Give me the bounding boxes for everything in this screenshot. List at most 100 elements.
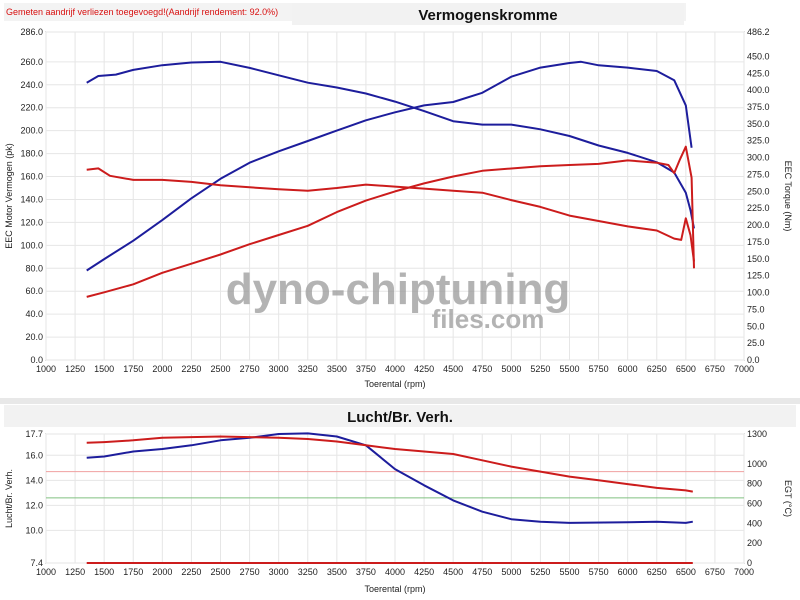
x-tick-label: 6000: [618, 364, 638, 374]
x-tick-label: 5750: [589, 364, 609, 374]
y2-tick-label: 175.0: [747, 237, 770, 247]
y2-tick-label: 200: [747, 538, 762, 548]
chart-vermogenskromme: Vermogenskromme 1000 1250 1500 1750 2000 2250 2…: [4, 3, 793, 389]
x-tick-label: 5000: [501, 567, 521, 577]
y2-tick-label: 50.0: [747, 321, 765, 331]
x-tick-label: 5750: [589, 567, 609, 577]
y2-tick-label: 350.0: [747, 119, 770, 129]
x-tick-label: 4750: [472, 567, 492, 577]
x-tick-label: 2750: [240, 567, 260, 577]
x-tick-label: 1750: [123, 567, 143, 577]
title-band: [292, 3, 684, 25]
x-tick-label: 1500: [94, 567, 114, 577]
series-line-2: [86, 60, 695, 229]
y-tick-label: 0.0: [30, 355, 43, 365]
y2-tick-label: 400: [747, 518, 762, 528]
y-tick-label: 16.0: [25, 450, 43, 460]
y-tick-label: 60.0: [25, 286, 43, 296]
x-tick-label: 4000: [385, 567, 405, 577]
x-tick-label: 6750: [705, 567, 725, 577]
watermark: dyno-chiptuning files.com: [226, 265, 571, 334]
y2-tick-label: 450.0: [747, 51, 770, 61]
series-line-1: [86, 432, 693, 524]
series-line-1: [86, 60, 693, 272]
y2-axis-label: EEC Torque (Nm): [783, 161, 793, 232]
y-tick-label: 180.0: [20, 149, 43, 159]
series-line-2: [86, 435, 693, 493]
x-tick-label: 1250: [65, 567, 85, 577]
y2-tick-label: 125.0: [747, 271, 770, 281]
x-tick-label: 6500: [676, 364, 696, 374]
y2-tick-label: 250.0: [747, 186, 770, 196]
chart-lucht-br-verh: Lucht/Br. Verh.1000 1250 1500 1750 2000 2250 2…: [4, 405, 796, 594]
y2-tick-label: 75.0: [747, 304, 765, 314]
x-tick-label: 7000: [734, 567, 754, 577]
x-tick-label: 4250: [414, 364, 434, 374]
y-tick-label: 40.0: [25, 309, 43, 319]
y2-tick-label: 0: [747, 558, 752, 568]
x-tick-label: 3250: [298, 567, 318, 577]
watermark-line2: files.com: [432, 304, 545, 334]
y2-tick-label: 25.0: [747, 338, 765, 348]
x-tick-label: 6000: [618, 567, 638, 577]
x-tick-label: 6250: [647, 567, 667, 577]
y2-tick-label: 200.0: [747, 220, 770, 230]
x-tick-label: 2250: [181, 567, 201, 577]
x-tick-label: 3250: [298, 364, 318, 374]
y2-tick-label: 400.0: [747, 85, 770, 95]
y-axis-label: EEC Motor Vermogen (pk): [4, 143, 14, 249]
x-tick-label: 4000: [385, 364, 405, 374]
y-axis-label: Lucht/Br. Verh.: [4, 469, 14, 528]
y2-tick-label: 325.0: [747, 136, 770, 146]
x-tick-label: 4250: [414, 567, 434, 577]
x-tick-label: 2500: [210, 567, 230, 577]
y2-tick-label: 425.0: [747, 68, 770, 78]
y-tick-label: 80.0: [25, 263, 43, 273]
y2-tick-label: 275.0: [747, 169, 770, 179]
y-tick-label: 160.0: [20, 172, 43, 182]
x-tick-label: 5250: [530, 567, 550, 577]
y-tick-label: 220.0: [20, 103, 43, 113]
y-tick-label: 14.0: [25, 475, 43, 485]
watermark-line1: dyno-chiptuning: [226, 265, 571, 314]
chart-title: Lucht/Br. Verh.: [347, 409, 453, 426]
x-axis-label: Toerental (rpm): [364, 584, 425, 594]
x-tick-label: 6750: [705, 364, 725, 374]
x-tick-label: 5500: [559, 364, 579, 374]
x-tick-label: 2750: [240, 364, 260, 374]
x-tick-label: 3750: [356, 567, 376, 577]
x-tick-label: 4500: [443, 567, 463, 577]
y-tick-label: 17.7: [25, 429, 43, 439]
x-tick-label: 3750: [356, 364, 376, 374]
chart-title: Vermogenskromme: [418, 7, 557, 24]
y-tick-label: 140.0: [20, 194, 43, 204]
x-tick-label: 6500: [676, 567, 696, 577]
y-tick-label: 100.0: [20, 240, 43, 250]
x-tick-label: 1500: [94, 364, 114, 374]
y-tick-label: 240.0: [20, 80, 43, 90]
panel-divider: [0, 398, 800, 404]
x-tick-label: 2000: [152, 364, 172, 374]
y-tick-label: 20.0: [25, 332, 43, 342]
y2-tick-label: 375.0: [747, 102, 770, 112]
x-tick-label: 7000: [734, 364, 754, 374]
y-tick-label: 12.0: [25, 500, 43, 510]
x-tick-label: 6250: [647, 364, 667, 374]
x-tick-label: 4750: [472, 364, 492, 374]
y-tick-label: 286.0: [20, 27, 43, 37]
x-tick-label: 5500: [559, 567, 579, 577]
y-tick-label: 260.0: [20, 57, 43, 67]
y2-tick-label: 800: [747, 479, 762, 489]
x-tick-label: 2250: [181, 364, 201, 374]
x-tick-label: 3000: [269, 364, 289, 374]
y2-tick-label: 150.0: [747, 254, 770, 264]
x-tick-label: 1000: [36, 567, 56, 577]
x-tick-label: 2000: [152, 567, 172, 577]
y2-tick-label: 600: [747, 498, 762, 508]
series-line-3: [86, 145, 695, 298]
x-tick-label: 4500: [443, 364, 463, 374]
x-tick-label: 3500: [327, 364, 347, 374]
y-tick-label: 200.0: [20, 126, 43, 136]
y-tick-label: 10.0: [25, 525, 43, 535]
